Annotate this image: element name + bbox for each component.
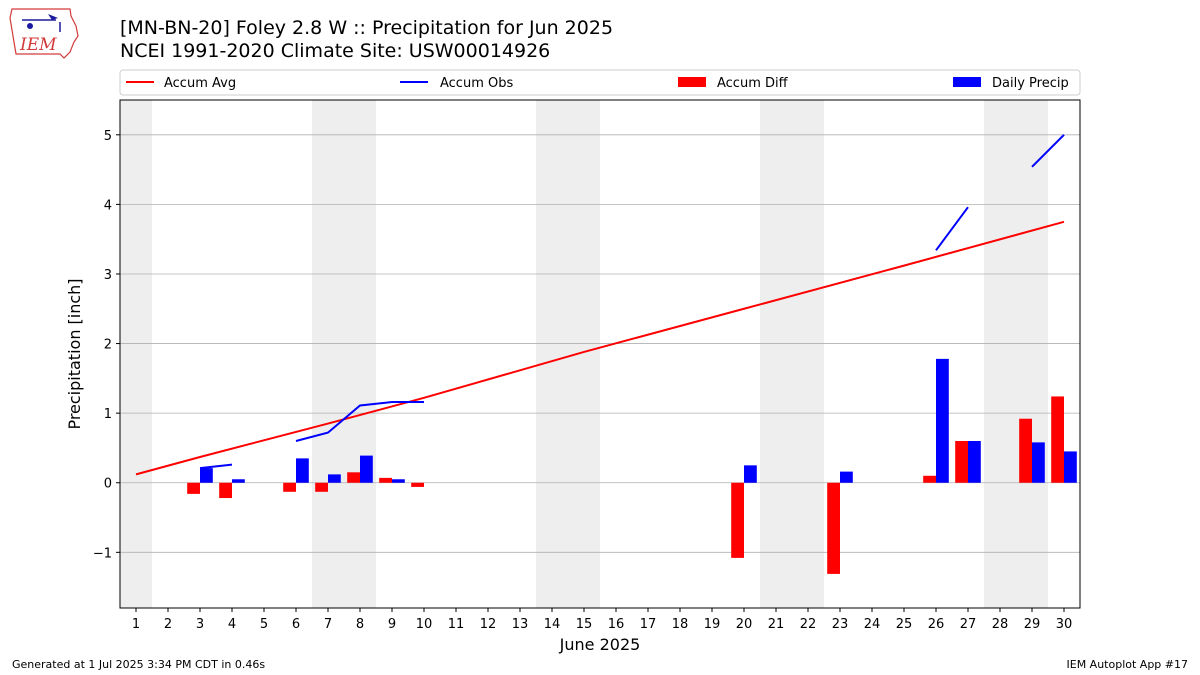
daily-precip-bar <box>360 455 373 483</box>
weekend-shade <box>1016 100 1048 608</box>
x-tick-label: 12 <box>480 617 497 632</box>
logo-text: IEM <box>19 35 57 55</box>
weekend-shade <box>984 100 1016 608</box>
x-tick-label: 8 <box>356 617 364 632</box>
x-tick-label: 30 <box>1056 617 1073 632</box>
y-tick-label: 2 <box>104 338 112 353</box>
accum-diff-bar <box>219 482 232 499</box>
y-tick-label: 5 <box>104 129 112 144</box>
daily-precip-bar <box>392 479 405 483</box>
accum-diff-bar <box>1019 418 1032 483</box>
legend-label: Daily Precip <box>992 76 1069 91</box>
daily-precip-bar <box>968 440 981 483</box>
x-tick-label: 17 <box>640 617 657 632</box>
weekend-shade <box>568 100 600 608</box>
plot-frame <box>119 99 1081 609</box>
legend-swatch <box>678 77 706 87</box>
x-tick-label: 21 <box>768 617 785 632</box>
x-tick-label: 10 <box>416 617 433 632</box>
legend-label: Accum Avg <box>164 76 236 91</box>
x-tick-label: 3 <box>196 617 204 632</box>
generated-timestamp: Generated at 1 Jul 2025 3:34 PM CDT in 0… <box>12 658 266 671</box>
daily-precip-bar <box>840 471 853 483</box>
accum-diff-bar <box>1051 396 1064 483</box>
legend-label: Accum Diff <box>717 76 789 91</box>
x-tick-label: 18 <box>672 617 689 632</box>
x-tick-label: 14 <box>544 617 561 632</box>
iem-logo: IEM <box>8 6 80 60</box>
accum-diff-bar <box>315 482 328 492</box>
x-tick-label: 23 <box>832 617 849 632</box>
daily-precip-bar <box>200 468 213 483</box>
weekend-shade <box>312 100 344 608</box>
weekend-shade <box>536 100 568 608</box>
accum-diff-bar <box>379 477 392 483</box>
iem-logo-graphic: IEM <box>9 8 79 59</box>
weekend-shade <box>792 100 824 608</box>
x-tick-label: 24 <box>864 617 881 632</box>
legend-swatch <box>953 77 981 87</box>
accum-diff-bar <box>283 482 296 492</box>
x-tick-label: 15 <box>576 617 593 632</box>
accum-obs-line <box>935 206 969 251</box>
accum-diff-bar <box>827 482 840 574</box>
daily-precip-bar <box>232 479 245 483</box>
x-tick-label: 16 <box>608 617 625 632</box>
y-axis-label: Precipitation [inch] <box>65 278 84 429</box>
x-tick-label: 6 <box>292 617 300 632</box>
daily-precip-bar <box>1064 451 1077 483</box>
x-axis-label: June 2025 <box>559 635 641 654</box>
chart-subtitle: NCEI 1991-2020 Climate Site: USW00014926 <box>120 40 551 62</box>
x-tick-label: 22 <box>800 617 817 632</box>
x-tick-label: 19 <box>704 617 721 632</box>
accum-diff-bar <box>347 472 360 483</box>
daily-precip-bar <box>744 465 757 483</box>
accum-diff-bar <box>187 482 200 494</box>
daily-precip-bar <box>296 458 309 483</box>
weekend-shade <box>344 100 376 608</box>
y-tick-label: −1 <box>93 546 112 561</box>
accum-obs-line <box>1031 134 1065 168</box>
weekend-shade <box>120 100 152 608</box>
daily-precip-bar <box>936 358 949 483</box>
x-tick-label: 9 <box>388 617 396 632</box>
accum-diff-bar <box>955 440 968 483</box>
accum-diff-bar <box>731 482 744 558</box>
weekend-shade <box>760 100 792 608</box>
legend-label: Accum Obs <box>440 76 513 91</box>
accum-avg-line <box>135 220 1065 476</box>
x-tick-label: 26 <box>928 617 945 632</box>
x-tick-label: 11 <box>448 617 465 632</box>
x-tick-label: 20 <box>736 617 753 632</box>
accum-obs-line <box>295 401 424 442</box>
daily-precip-bar <box>328 474 341 483</box>
x-tick-label: 25 <box>896 617 913 632</box>
legend-box <box>119 69 1081 96</box>
y-tick-label: 4 <box>104 198 112 213</box>
accum-diff-bar <box>411 482 424 487</box>
x-tick-label: 4 <box>228 617 236 632</box>
x-tick-label: 2 <box>164 617 172 632</box>
x-tick-label: 13 <box>512 617 529 632</box>
x-tick-label: 28 <box>992 617 1009 632</box>
chart-title: [MN-BN-20] Foley 2.8 W :: Precipitation … <box>120 17 614 39</box>
y-tick-label: 1 <box>104 407 112 422</box>
accum-obs-line <box>199 463 233 470</box>
daily-precip-bar <box>1032 442 1045 483</box>
y-tick-label: 0 <box>104 477 112 492</box>
x-tick-label: 29 <box>1024 617 1041 632</box>
x-tick-label: 27 <box>960 617 977 632</box>
app-label: IEM Autoplot App #17 <box>1066 658 1189 671</box>
x-tick-label: 5 <box>260 617 268 632</box>
x-tick-label: 7 <box>324 617 332 632</box>
y-tick-label: 3 <box>104 268 112 283</box>
x-tick-label: 1 <box>132 617 140 632</box>
accum-diff-bar <box>923 475 936 483</box>
